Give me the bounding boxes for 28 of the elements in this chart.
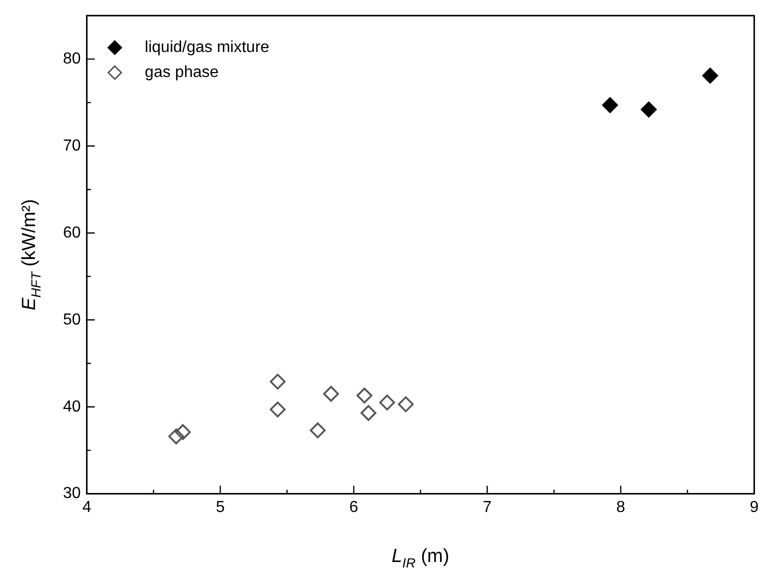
y-axis-title: EHFT (kW/m²) <box>18 199 44 310</box>
y-tick-label: 30 <box>63 485 81 502</box>
x-tick-label: 8 <box>616 498 626 516</box>
point <box>168 428 184 444</box>
x-tick-label: 9 <box>750 498 759 516</box>
point <box>310 422 326 438</box>
point <box>398 396 414 412</box>
x-tick-label: 4 <box>82 498 92 516</box>
legend-label: gas phase <box>144 64 219 82</box>
y-tick-label: 60 <box>63 224 81 242</box>
point <box>640 102 657 118</box>
y-tick-label: 80 <box>63 50 81 68</box>
y-tick-label: 70 <box>63 137 81 154</box>
point <box>175 424 191 440</box>
y-tick-label: 40 <box>63 398 81 416</box>
point <box>270 374 286 390</box>
point <box>602 97 618 114</box>
point <box>702 68 718 84</box>
point <box>270 402 286 418</box>
legend-label: liquid/gas mixture <box>144 39 270 56</box>
x-tick-label: 7 <box>482 498 492 516</box>
x-tick-label: 6 <box>349 498 358 516</box>
point <box>379 394 396 410</box>
point <box>360 405 376 421</box>
x-tick-label: 5 <box>216 498 225 516</box>
point <box>356 388 372 404</box>
point <box>323 386 339 402</box>
y-tick-label: 50 <box>63 311 81 328</box>
